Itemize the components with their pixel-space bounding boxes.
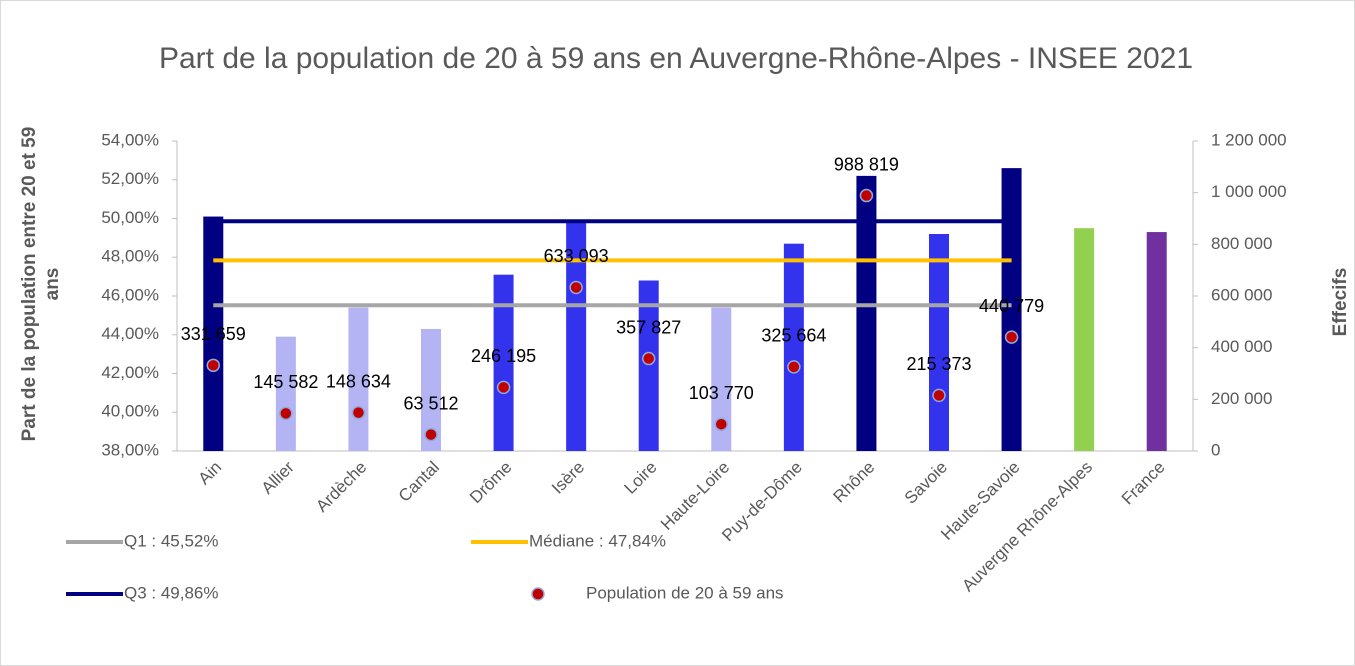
bar	[1146, 232, 1167, 451]
data-label: 215 373	[906, 354, 971, 374]
population-dot	[279, 406, 293, 421]
bar	[1074, 228, 1095, 451]
data-label: 633 093	[544, 246, 609, 266]
y-tick-label: 50,00%	[101, 208, 159, 227]
legend-label: Q1 : 45,52%	[124, 531, 219, 550]
y-tick-label: 44,00%	[101, 324, 159, 343]
x-tick-label: Cantal	[395, 458, 443, 506]
y2-tick-label: 1 200 000	[1211, 130, 1287, 149]
x-tick-label: Ardèche	[312, 458, 370, 516]
bar	[783, 243, 804, 451]
data-label: 103 770	[689, 383, 754, 403]
data-label: 63 512	[403, 393, 458, 413]
bar	[203, 216, 224, 451]
y2-tick-label: 1 000 000	[1211, 182, 1287, 201]
x-tick-label: Savoie	[901, 458, 951, 508]
y-tick-label: 40,00%	[101, 402, 159, 421]
x-tick-label: Rhône	[830, 458, 879, 507]
population-dot	[351, 405, 366, 420]
bar	[566, 222, 587, 451]
y2-tick-label: 200 000	[1211, 389, 1272, 408]
x-tick-label: Auvergne Rhône-Alpes	[958, 458, 1096, 596]
x-tick-label: Ain	[194, 458, 225, 489]
bar	[493, 274, 514, 451]
legend-label: Médiane : 47,84%	[529, 531, 666, 550]
y-tick-label: 52,00%	[101, 169, 159, 188]
legend-swatch	[531, 587, 545, 601]
data-label: 325 664	[761, 326, 826, 346]
population-dot	[787, 360, 801, 374]
data-label: 331 659	[181, 324, 246, 344]
population-dot	[424, 427, 438, 442]
population-dot	[641, 351, 656, 366]
population-dot	[932, 388, 946, 403]
y2-tick-label: 800 000	[1211, 234, 1272, 253]
data-label: 988 819	[834, 154, 899, 174]
legend-label: Population de 20 à 59 ans	[586, 583, 784, 602]
y2-tick-label: 600 000	[1211, 285, 1272, 304]
data-label: 357 827	[616, 317, 681, 337]
y-tick-label: 38,00%	[101, 440, 159, 459]
bar	[929, 234, 949, 451]
population-dot	[1004, 330, 1019, 344]
y2-tick-label: 0	[1211, 440, 1220, 459]
y-tick-label: 48,00%	[101, 247, 159, 266]
chart-title: Part de la population de 20 à 59 ans en …	[158, 42, 1194, 75]
legend-label: Q3 : 49,86%	[124, 583, 219, 602]
population-dot	[206, 358, 221, 373]
data-label: 148 634	[326, 371, 391, 391]
data-label: 145 582	[253, 372, 318, 392]
population-dot	[496, 380, 511, 395]
data-label: 440 779	[979, 296, 1044, 316]
x-tick-label: Haute-Loire	[657, 458, 733, 534]
y2-axis-label: Effecifs	[1330, 267, 1351, 337]
x-tick-label: Isère	[548, 458, 588, 498]
y-tick-label: 54,00%	[101, 130, 159, 149]
population-dot	[569, 280, 583, 295]
bar	[638, 280, 659, 451]
y-tick-label: 42,00%	[101, 363, 159, 382]
y-axis-label: Part de la population entre 20 et 59 ans	[19, 126, 63, 442]
x-tick-label: Allier	[258, 457, 298, 497]
population-dot	[714, 417, 729, 431]
population-dot	[859, 188, 874, 203]
bar	[1001, 168, 1022, 451]
x-tick-label: France	[1118, 458, 1169, 509]
y2-tick-label: 400 000	[1211, 337, 1272, 356]
bar	[711, 307, 732, 451]
bar	[275, 336, 296, 451]
x-tick-label: Drôme	[466, 458, 516, 508]
data-label: 246 195	[471, 346, 536, 366]
x-tick-label: Loire	[621, 458, 661, 498]
bar	[421, 328, 441, 451]
bar	[856, 175, 877, 451]
y-tick-label: 46,00%	[101, 285, 159, 304]
